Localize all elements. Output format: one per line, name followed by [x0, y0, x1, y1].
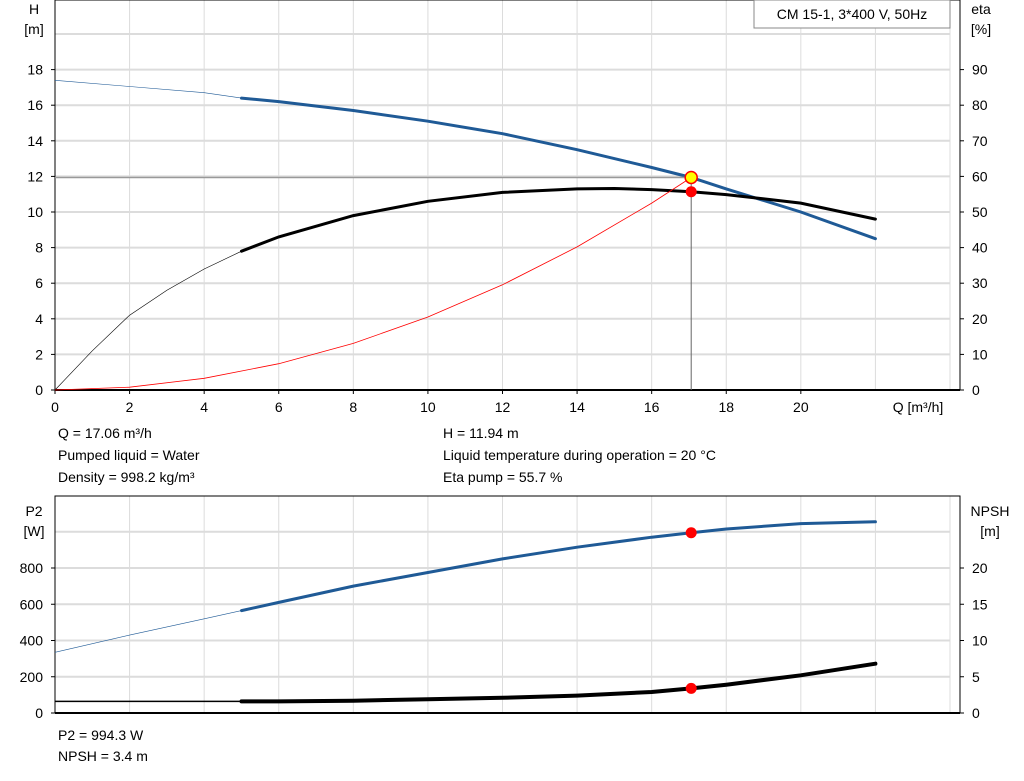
duty-point [684, 170, 698, 185]
info-density: Density = 998.2 kg/m³ [58, 469, 195, 485]
y2-tick-label: 90 [972, 62, 988, 78]
y2-tick-label: 80 [972, 97, 988, 113]
y-tick-label: 400 [20, 633, 44, 649]
y2-tick-label: 20 [972, 311, 988, 327]
p2-operating-point [685, 527, 697, 539]
y2-tick-label: 10 [972, 633, 988, 649]
x-tick-label: 6 [275, 399, 283, 415]
y-tick-label: 800 [20, 560, 44, 576]
series-line-1 [240, 186, 877, 253]
y2-tick-label: 30 [972, 275, 988, 291]
title-box [753, 0, 951, 29]
plot-frame [54, 0, 961, 391]
y-tick-label: 16 [27, 97, 43, 113]
y-tick-label: 0 [35, 382, 43, 398]
series-line-thin [54, 610, 242, 653]
x-tick-label: 0 [51, 399, 59, 415]
y-tick-label: 18 [27, 62, 43, 78]
y2-tick-label: 20 [972, 560, 988, 576]
series-line-0 [240, 520, 877, 613]
series-line-thin [54, 80, 242, 99]
y2-tick-label: 50 [972, 204, 988, 220]
series-line-1 [239, 661, 878, 704]
y2-tick-label: 5 [972, 669, 980, 685]
y-axis-unit: [m] [24, 21, 43, 37]
y-tick-label: 14 [27, 133, 43, 149]
y-tick-label: 12 [27, 168, 43, 184]
info-eta: Eta pump = 55.7 % [443, 469, 563, 485]
y-tick-label: 0 [35, 705, 43, 721]
eta-operating-point [685, 186, 697, 198]
chart-title: CM 15-1, 3*400 V, 50Hz [777, 6, 927, 22]
y2-axis-label: NPSH [971, 503, 1010, 519]
y-tick-label: 4 [35, 311, 43, 327]
y2-tick-label: 60 [972, 168, 988, 184]
y2-tick-label: 70 [972, 133, 988, 149]
info-temp: Liquid temperature during operation = 20… [443, 447, 716, 463]
y-tick-label: 2 [35, 346, 43, 362]
y2-tick-label: 15 [972, 596, 988, 612]
y2-axis-unit: [%] [971, 21, 991, 37]
info-npsh: NPSH = 3.4 m [58, 748, 148, 764]
series-line-0 [240, 96, 877, 241]
info-h: H = 11.94 m [443, 425, 519, 441]
x-tick-label: 14 [569, 399, 585, 415]
x-tick-label: 16 [644, 399, 660, 415]
x-tick-label: 10 [420, 399, 436, 415]
x-tick-label: 8 [349, 399, 357, 415]
x-tick-label: 4 [200, 399, 208, 415]
y2-tick-label: 40 [972, 240, 988, 256]
x-tick-label: 20 [793, 399, 809, 415]
y2-tick-label: 0 [972, 382, 980, 398]
y-axis-label: P2 [25, 503, 42, 519]
y-axis-label: H [29, 1, 39, 17]
npsh-operating-point [685, 682, 697, 694]
y2-tick-label: 0 [972, 705, 980, 721]
y2-axis-label: eta [971, 1, 991, 17]
system-curve [54, 177, 692, 391]
y-tick-label: 600 [20, 596, 44, 612]
series-line-thin [54, 250, 242, 391]
x-tick-label: 12 [495, 399, 511, 415]
y-axis-unit: [W] [24, 523, 45, 539]
x-tick-label: 2 [126, 399, 134, 415]
y2-axis-unit: [m] [980, 523, 999, 539]
y-tick-label: 200 [20, 669, 44, 685]
info-p2: P2 = 994.3 W [58, 727, 144, 743]
info-liquid: Pumped liquid = Water [58, 447, 200, 463]
info-q: Q = 17.06 m³/h [58, 425, 152, 441]
x-tick-label: 18 [718, 399, 734, 415]
x-axis-label: Q [m³/h] [893, 399, 944, 415]
y-tick-label: 8 [35, 240, 43, 256]
y-tick-label: 6 [35, 275, 43, 291]
y-tick-label: 10 [27, 204, 43, 220]
y2-tick-label: 10 [972, 346, 988, 362]
